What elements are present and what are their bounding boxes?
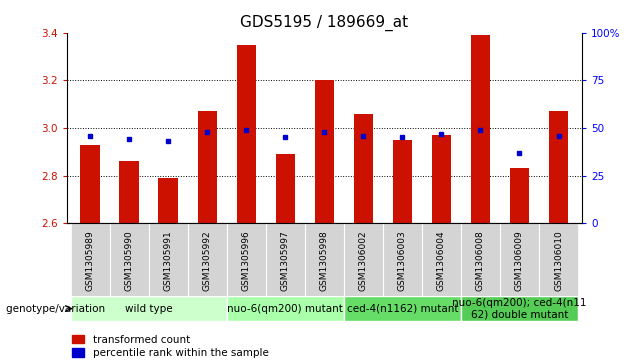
Text: genotype/variation: genotype/variation (6, 303, 109, 314)
Bar (383, 223, 422, 296)
Bar (198, 111, 217, 223)
Text: ced-4(n1162) mutant: ced-4(n1162) mutant (347, 303, 458, 314)
Bar (354, 114, 373, 223)
Bar (422, 223, 461, 296)
Bar (80, 144, 100, 223)
Bar (227, 296, 344, 321)
Bar (344, 296, 461, 321)
Bar (549, 111, 569, 223)
Bar (158, 178, 178, 223)
Text: GSM1306009: GSM1306009 (515, 231, 524, 291)
Text: GSM1305990: GSM1305990 (125, 231, 134, 291)
Text: GSM1306004: GSM1306004 (437, 231, 446, 291)
Text: GSM1305989: GSM1305989 (86, 231, 95, 291)
Bar (461, 223, 500, 296)
Bar (188, 223, 227, 296)
Bar (539, 223, 578, 296)
Bar (461, 296, 578, 321)
Text: wild type: wild type (125, 303, 172, 314)
Bar (275, 154, 295, 223)
Text: nuo-6(qm200); ced-4(n11
62) double mutant: nuo-6(qm200); ced-4(n11 62) double mutan… (452, 298, 587, 319)
Bar (305, 223, 344, 296)
Bar (500, 223, 539, 296)
Bar (344, 223, 383, 296)
Bar (266, 223, 305, 296)
Text: GSM1305997: GSM1305997 (281, 231, 290, 291)
Bar (509, 168, 529, 223)
Text: GSM1306008: GSM1306008 (476, 231, 485, 291)
Text: GSM1305992: GSM1305992 (203, 231, 212, 291)
Bar (471, 35, 490, 223)
Title: GDS5195 / 189669_at: GDS5195 / 189669_at (240, 15, 408, 31)
Text: GSM1306002: GSM1306002 (359, 231, 368, 291)
Bar (149, 223, 188, 296)
Text: GSM1305998: GSM1305998 (320, 231, 329, 291)
Text: GSM1306003: GSM1306003 (398, 231, 407, 291)
Text: GSM1305996: GSM1305996 (242, 231, 251, 291)
Text: nuo-6(qm200) mutant: nuo-6(qm200) mutant (228, 303, 343, 314)
Bar (71, 223, 110, 296)
Bar (71, 296, 227, 321)
Text: GSM1306010: GSM1306010 (554, 231, 563, 291)
Bar (315, 80, 334, 223)
Legend: transformed count, percentile rank within the sample: transformed count, percentile rank withi… (72, 335, 268, 358)
Bar (120, 161, 139, 223)
Text: GSM1305991: GSM1305991 (163, 231, 173, 291)
Bar (110, 223, 149, 296)
Bar (237, 45, 256, 223)
Bar (392, 140, 412, 223)
Bar (432, 135, 451, 223)
Bar (227, 223, 266, 296)
